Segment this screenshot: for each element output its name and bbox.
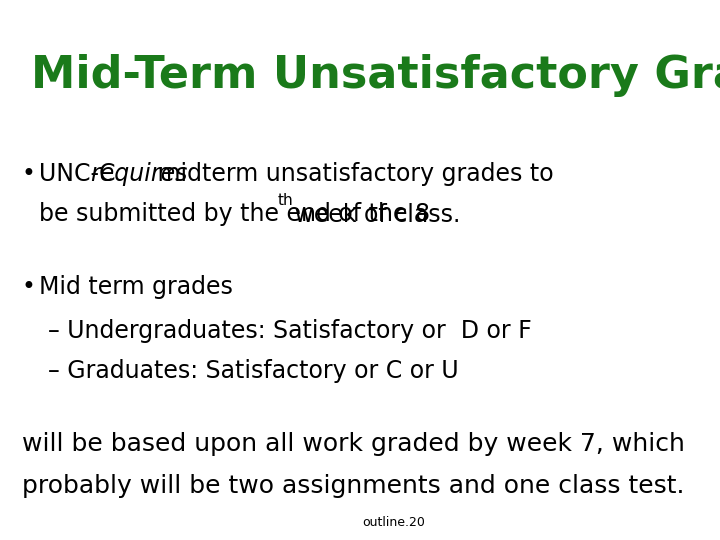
Text: •: • — [22, 162, 36, 186]
Text: – Undergraduates: Satisfactory or  D or F: – Undergraduates: Satisfactory or D or F — [48, 319, 532, 342]
Text: be submitted by the end of the 8: be submitted by the end of the 8 — [40, 202, 431, 226]
Text: •: • — [22, 275, 36, 299]
Text: requires: requires — [91, 162, 188, 186]
Text: Mid-Term Unsatisfactory Grades: Mid-Term Unsatisfactory Grades — [31, 54, 720, 97]
Text: outline.20: outline.20 — [363, 516, 426, 529]
Text: week of class.: week of class. — [287, 202, 461, 226]
Text: will be based upon all work graded by week 7, which: will be based upon all work graded by we… — [22, 432, 685, 456]
Text: – Graduates: Satisfactory or C or U: – Graduates: Satisfactory or C or U — [48, 359, 459, 383]
Text: Mid term grades: Mid term grades — [40, 275, 233, 299]
Text: th: th — [278, 193, 294, 208]
Text: probably will be two assignments and one class test.: probably will be two assignments and one… — [22, 474, 685, 498]
Text: th: th — [497, 472, 513, 488]
Text: UNC-C: UNC-C — [40, 162, 123, 186]
Text: be submitted by the end of the 8: be submitted by the end of the 8 — [40, 472, 431, 496]
Text: midterm unsatisfactory grades to: midterm unsatisfactory grades to — [150, 162, 554, 186]
